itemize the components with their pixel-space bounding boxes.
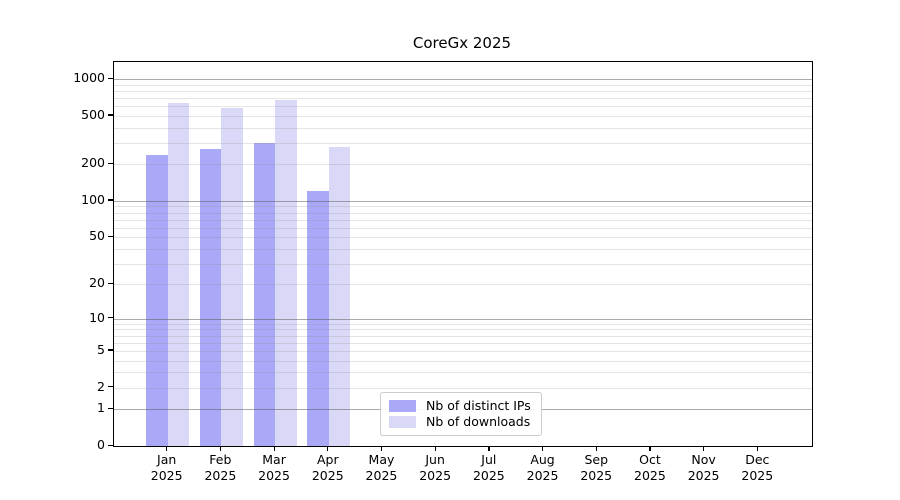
y-tick-mark [108, 235, 113, 237]
x-tick-label-mar: Mar 2025 [258, 452, 290, 483]
minor-gridline [114, 335, 812, 337]
x-tick-mark [219, 446, 222, 451]
minor-gridline [114, 84, 812, 86]
y-tick-mark [108, 77, 113, 79]
x-tick-label-oct: Oct 2025 [634, 452, 666, 483]
grid-layer [114, 62, 812, 446]
bar-ips-feb [199, 149, 222, 446]
x-tick-mark [542, 446, 544, 451]
major-gridline [114, 200, 812, 202]
minor-gridline [114, 284, 812, 286]
y-tick-mark [108, 349, 113, 351]
bar-ips-mar [253, 142, 276, 446]
minor-gridline [114, 219, 812, 221]
minor-gridline [114, 248, 812, 250]
bar-ips-jan [146, 154, 168, 446]
minor-gridline [114, 164, 812, 166]
bar-downloads-apr [328, 146, 351, 446]
x-tick-label-jan: Jan 2025 [150, 452, 183, 483]
minor-gridline [114, 350, 812, 352]
y-tick-label-10: 10 [89, 309, 105, 325]
major-gridline [114, 79, 812, 81]
x-tick-mark [649, 446, 651, 451]
x-tick-label-jul: Jul 2025 [472, 452, 505, 483]
legend-swatch-distinct-ips [389, 399, 416, 412]
minor-gridline [114, 206, 812, 208]
legend-swatch-downloads [389, 416, 416, 429]
minor-gridline [114, 329, 812, 331]
y-tick-label-100: 100 [81, 191, 105, 207]
minor-gridline [114, 115, 812, 117]
x-tick-label-dec: Dec 2025 [741, 452, 774, 483]
minor-gridline [114, 212, 812, 214]
y-tick-mark [108, 317, 113, 319]
y-tick-mark [108, 162, 113, 165]
legend: Nb of distinct IPs Nb of downloads [380, 392, 542, 436]
y-tick-mark [108, 386, 113, 388]
plot-area [113, 61, 813, 447]
bar-downloads-mar [275, 99, 297, 446]
minor-gridline [114, 263, 812, 265]
x-tick-label-may: May 2025 [365, 452, 398, 483]
y-tick-mark [108, 199, 113, 201]
x-tick-label-jun: Jun 2025 [419, 452, 452, 483]
y-tick-label-500: 500 [81, 106, 105, 122]
x-tick-mark [595, 446, 597, 451]
minor-gridline [114, 387, 812, 389]
x-tick-mark [380, 446, 383, 451]
y-tick-label-5: 5 [97, 341, 105, 357]
x-tick-label-aug: Aug 2025 [526, 452, 559, 483]
x-tick-mark [166, 446, 168, 451]
minor-gridline [114, 237, 812, 239]
x-tick-mark [488, 446, 490, 451]
x-tick-mark [756, 446, 758, 451]
x-tick-label-feb: Feb 2025 [204, 452, 237, 483]
x-tick-mark [273, 446, 275, 451]
x-tick-label-sep: Sep 2025 [580, 452, 613, 483]
bar-downloads-jan [167, 102, 190, 446]
legend-label-downloads: Nb of downloads [426, 414, 531, 430]
minor-gridline [114, 372, 812, 374]
y-tick-label-200: 200 [81, 155, 105, 171]
y-tick-mark [108, 114, 113, 116]
legend-item-distinct-ips: Nb of distinct IPs [389, 397, 533, 413]
minor-gridline [114, 127, 812, 129]
y-tick-label-0: 0 [97, 437, 105, 452]
minor-gridline [114, 227, 812, 229]
y-tick-mark [108, 407, 113, 409]
y-tick-label-1: 1 [97, 400, 105, 416]
minor-gridline [114, 142, 812, 144]
minor-gridline [114, 342, 812, 344]
x-tick-mark [327, 446, 329, 451]
y-tick-mark [108, 282, 113, 284]
minor-gridline [114, 323, 812, 325]
x-tick-label-nov: Nov 2025 [687, 452, 720, 483]
x-tick-mark [703, 446, 705, 451]
major-gridline [114, 318, 812, 320]
minor-gridline [114, 98, 812, 99]
y-tick-mark [108, 444, 113, 446]
legend-item-downloads: Nb of downloads [389, 415, 533, 429]
y-tick-label-1000: 1000 [73, 70, 105, 86]
y-tick-label-50: 50 [89, 228, 105, 244]
minor-gridline [114, 106, 812, 108]
bar-downloads-feb [221, 107, 243, 446]
chart-title: CoreGx 2025 [412, 34, 512, 52]
minor-gridline [114, 360, 812, 362]
legend-label-distinct-ips: Nb of distinct IPs [426, 397, 531, 413]
minor-gridline [114, 90, 812, 92]
x-tick-label-apr: Apr 2025 [311, 452, 344, 483]
y-tick-label-20: 20 [89, 275, 105, 291]
y-tick-label-2: 2 [97, 378, 105, 394]
x-tick-mark [434, 446, 436, 451]
